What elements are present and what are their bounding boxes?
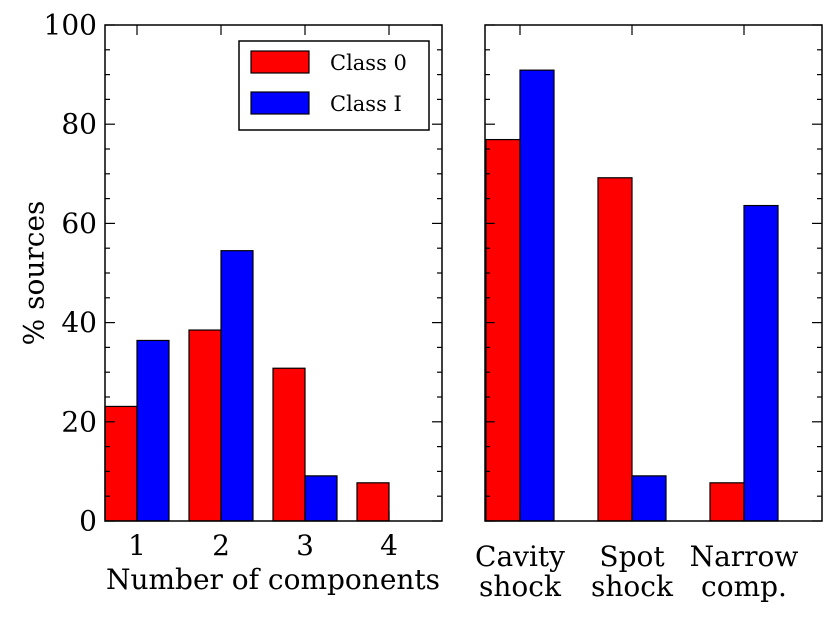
bar-left-cat-2-class-1	[220, 250, 254, 522]
bar-left-cat-1-class-0	[104, 405, 138, 522]
left-x-tick-labels: 1 2 3 4	[128, 529, 398, 562]
bar-left-cat-4-class-0	[356, 482, 390, 522]
legend-swatch-class-0	[250, 50, 310, 74]
legend-swatch-class-1	[250, 91, 310, 115]
left-plot-frame	[104, 24, 443, 522]
y-tick-label-0: 0	[79, 505, 97, 538]
legend-label-class-1: Class I	[330, 92, 402, 116]
bar-left-cat-1-class-1	[136, 339, 170, 522]
y-tick-label-60: 60	[61, 207, 97, 240]
y-tick-label-100: 100	[44, 9, 97, 42]
bar-right-cat-1-class-0	[485, 138, 521, 522]
x-tick-label-left-2: 2	[212, 529, 230, 562]
bar-right-cat-3-class-0	[709, 482, 745, 522]
bar-left-cat-2-class-0	[188, 329, 222, 522]
x-tick-label-left-4: 4	[380, 529, 398, 562]
left-bars	[104, 250, 390, 522]
y-tick-labels: 0 20 40 60 80 100	[44, 9, 97, 538]
x-tick-label-left-1: 1	[128, 529, 146, 562]
bar-right-cat-2-class-1	[631, 475, 667, 522]
x-tick-label-right-2: Spot shock	[591, 540, 674, 603]
bar-right-cat-2-class-0	[597, 177, 633, 522]
left-ticks	[105, 24, 442, 522]
legend: Class 0 Class I	[238, 40, 430, 131]
bar-right-cat-1-class-1	[519, 69, 555, 522]
legend-label-class-0: Class 0	[330, 51, 407, 75]
left-panel: 0 20 40 60 80 100 1 2 3 4 % sources Number of co…	[18, 9, 443, 596]
y-tick-label-80: 80	[61, 108, 97, 141]
x-tick-label-right-3: Narrow comp.	[690, 540, 799, 603]
right-panel: Cavity shock Spot shock Narrow comp.	[475, 24, 823, 603]
right-x-tick-labels: Cavity shock Spot shock Narrow comp.	[475, 540, 798, 603]
y-axis-label: % sources	[18, 201, 51, 346]
right-bars	[485, 69, 779, 522]
y-tick-label-20: 20	[61, 405, 97, 438]
x-tick-label-left-3: 3	[296, 529, 314, 562]
bar-right-cat-3-class-1	[743, 204, 779, 522]
bar-left-cat-3-class-0	[272, 367, 306, 522]
x-tick-label-right-1: Cavity shock	[475, 540, 565, 603]
bar-left-cat-3-class-1	[304, 475, 338, 522]
right-plot-frame	[484, 24, 823, 522]
y-tick-label-40: 40	[61, 306, 97, 339]
x-axis-label: Number of components	[106, 563, 440, 596]
